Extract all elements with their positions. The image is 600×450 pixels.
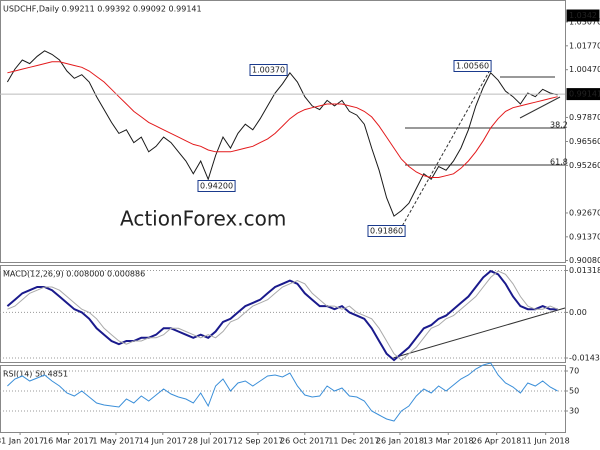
y-tick-label: 0.90080 (569, 256, 600, 265)
x-tick-label: 26 Apr 2018 (472, 437, 521, 446)
y-tick-label: 1.00470 (569, 65, 600, 74)
annotation: 1.00560 (456, 62, 489, 71)
x-tick-label: 1 May 2017 (92, 437, 139, 446)
annotation: 61.8 (550, 158, 568, 167)
y-tick-label: 0.91370 (569, 232, 600, 241)
annotation: 0.94200 (200, 182, 233, 191)
support-line (519, 96, 561, 119)
y-tick-label: 0.95260 (569, 161, 600, 170)
x-tick-label: 26 Jan 2018 (376, 437, 424, 446)
y-tick-label: 0.97870 (569, 113, 600, 122)
last-price-label: 0.99141 (569, 90, 600, 99)
series-line (7, 362, 558, 422)
annotation: 38.2 (550, 121, 568, 130)
x-tick-label: 28 Jul 2017 (188, 437, 233, 446)
y-tick-label: 50 (569, 387, 579, 396)
label-box (197, 180, 236, 192)
high-marker-label: 1.0342 (569, 11, 597, 20)
y-tick-label: 0.92670 (569, 208, 600, 217)
y-tick-label: 1.01770 (569, 41, 600, 50)
y-tick-label: 30 (569, 407, 579, 416)
y-tick-label: 0.00 (569, 308, 587, 317)
series-line (7, 61, 558, 178)
x-tick-label: 11 Jun 2018 (522, 437, 570, 446)
y-tick-label: 70 (569, 367, 579, 376)
macd-panel (0, 265, 566, 363)
x-tick-label: 16 Mar 2017 (43, 437, 94, 446)
series-line (6, 50, 558, 217)
x-tick-label: 13 Mar 2018 (423, 437, 474, 446)
y-tick-label: -0.014339 (569, 353, 600, 362)
x-tick-label: 11 Dec 2017 (328, 437, 379, 446)
macd-trendline (392, 307, 566, 359)
x-tick-label: 31 Jan 2017 (0, 437, 44, 446)
fib-trendline (399, 69, 491, 231)
y-tick-label: 0.013184 (569, 266, 600, 275)
label-box (249, 64, 288, 76)
label-box (566, 9, 600, 22)
watermark: ActionForex.com (120, 207, 286, 231)
series-line (7, 270, 558, 361)
price-panel (0, 0, 566, 263)
panel-title: MACD(12,26,9) 0.008000 0.000886 (3, 270, 145, 279)
annotation: 0.91860 (370, 227, 403, 236)
panel-title: RSI(14) 50.4851 (3, 370, 68, 379)
x-tick-label: 26 Oct 2017 (280, 437, 329, 446)
x-tick-label: 14 Jun 2017 (139, 437, 187, 446)
x-tick-label: 12 Sep 2017 (233, 437, 284, 446)
label-box (453, 60, 492, 72)
label-box (566, 88, 600, 101)
y-tick-label: 0.96560 (569, 137, 600, 146)
panel-title: USDCHF,Daily 0.99211 0.99392 0.99092 0.9… (3, 5, 202, 14)
label-box (367, 225, 406, 237)
series-line (6, 269, 558, 362)
rsi-panel (0, 365, 566, 433)
annotation: 1.00370 (252, 66, 285, 75)
y-tick-label: 1.03070 (569, 17, 600, 26)
